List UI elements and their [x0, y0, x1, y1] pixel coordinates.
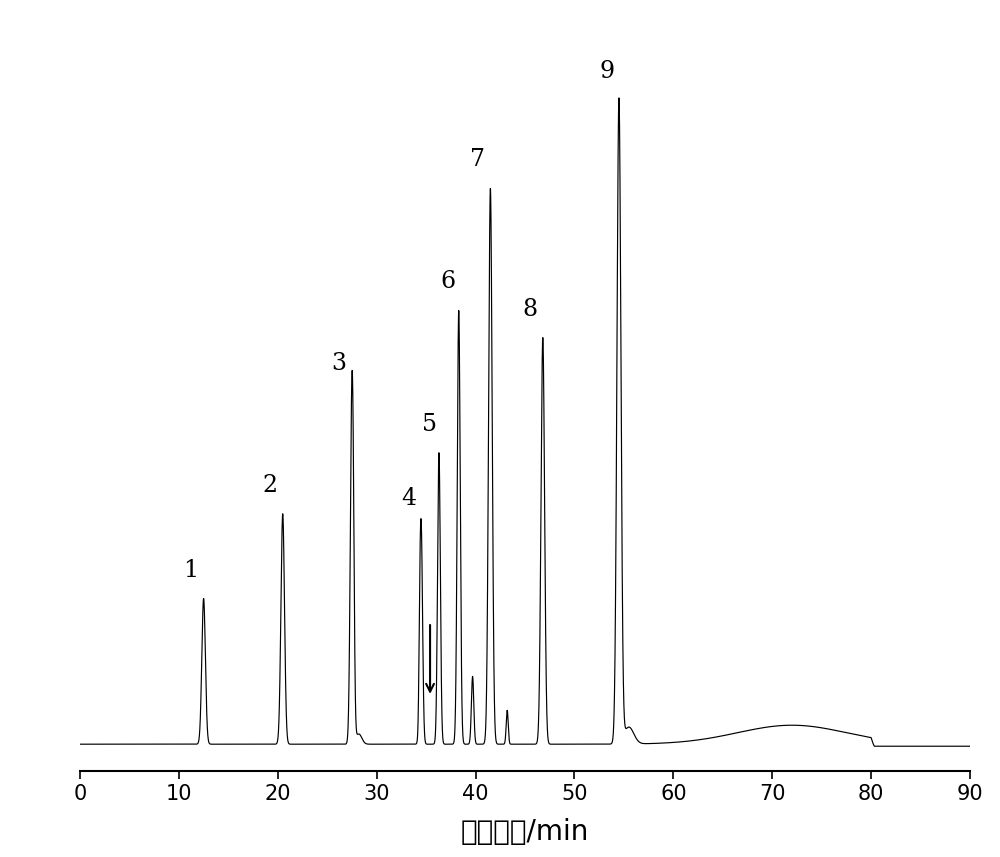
Text: 7: 7 [470, 148, 485, 171]
Text: 4: 4 [402, 488, 417, 510]
Text: 9: 9 [600, 60, 615, 83]
Text: 1: 1 [183, 559, 198, 582]
Text: 5: 5 [422, 413, 437, 435]
X-axis label: 保留时间/min: 保留时间/min [461, 818, 589, 847]
Text: 6: 6 [440, 271, 455, 293]
Text: 3: 3 [332, 351, 347, 375]
Text: 2: 2 [262, 474, 277, 497]
Text: 8: 8 [522, 297, 538, 321]
